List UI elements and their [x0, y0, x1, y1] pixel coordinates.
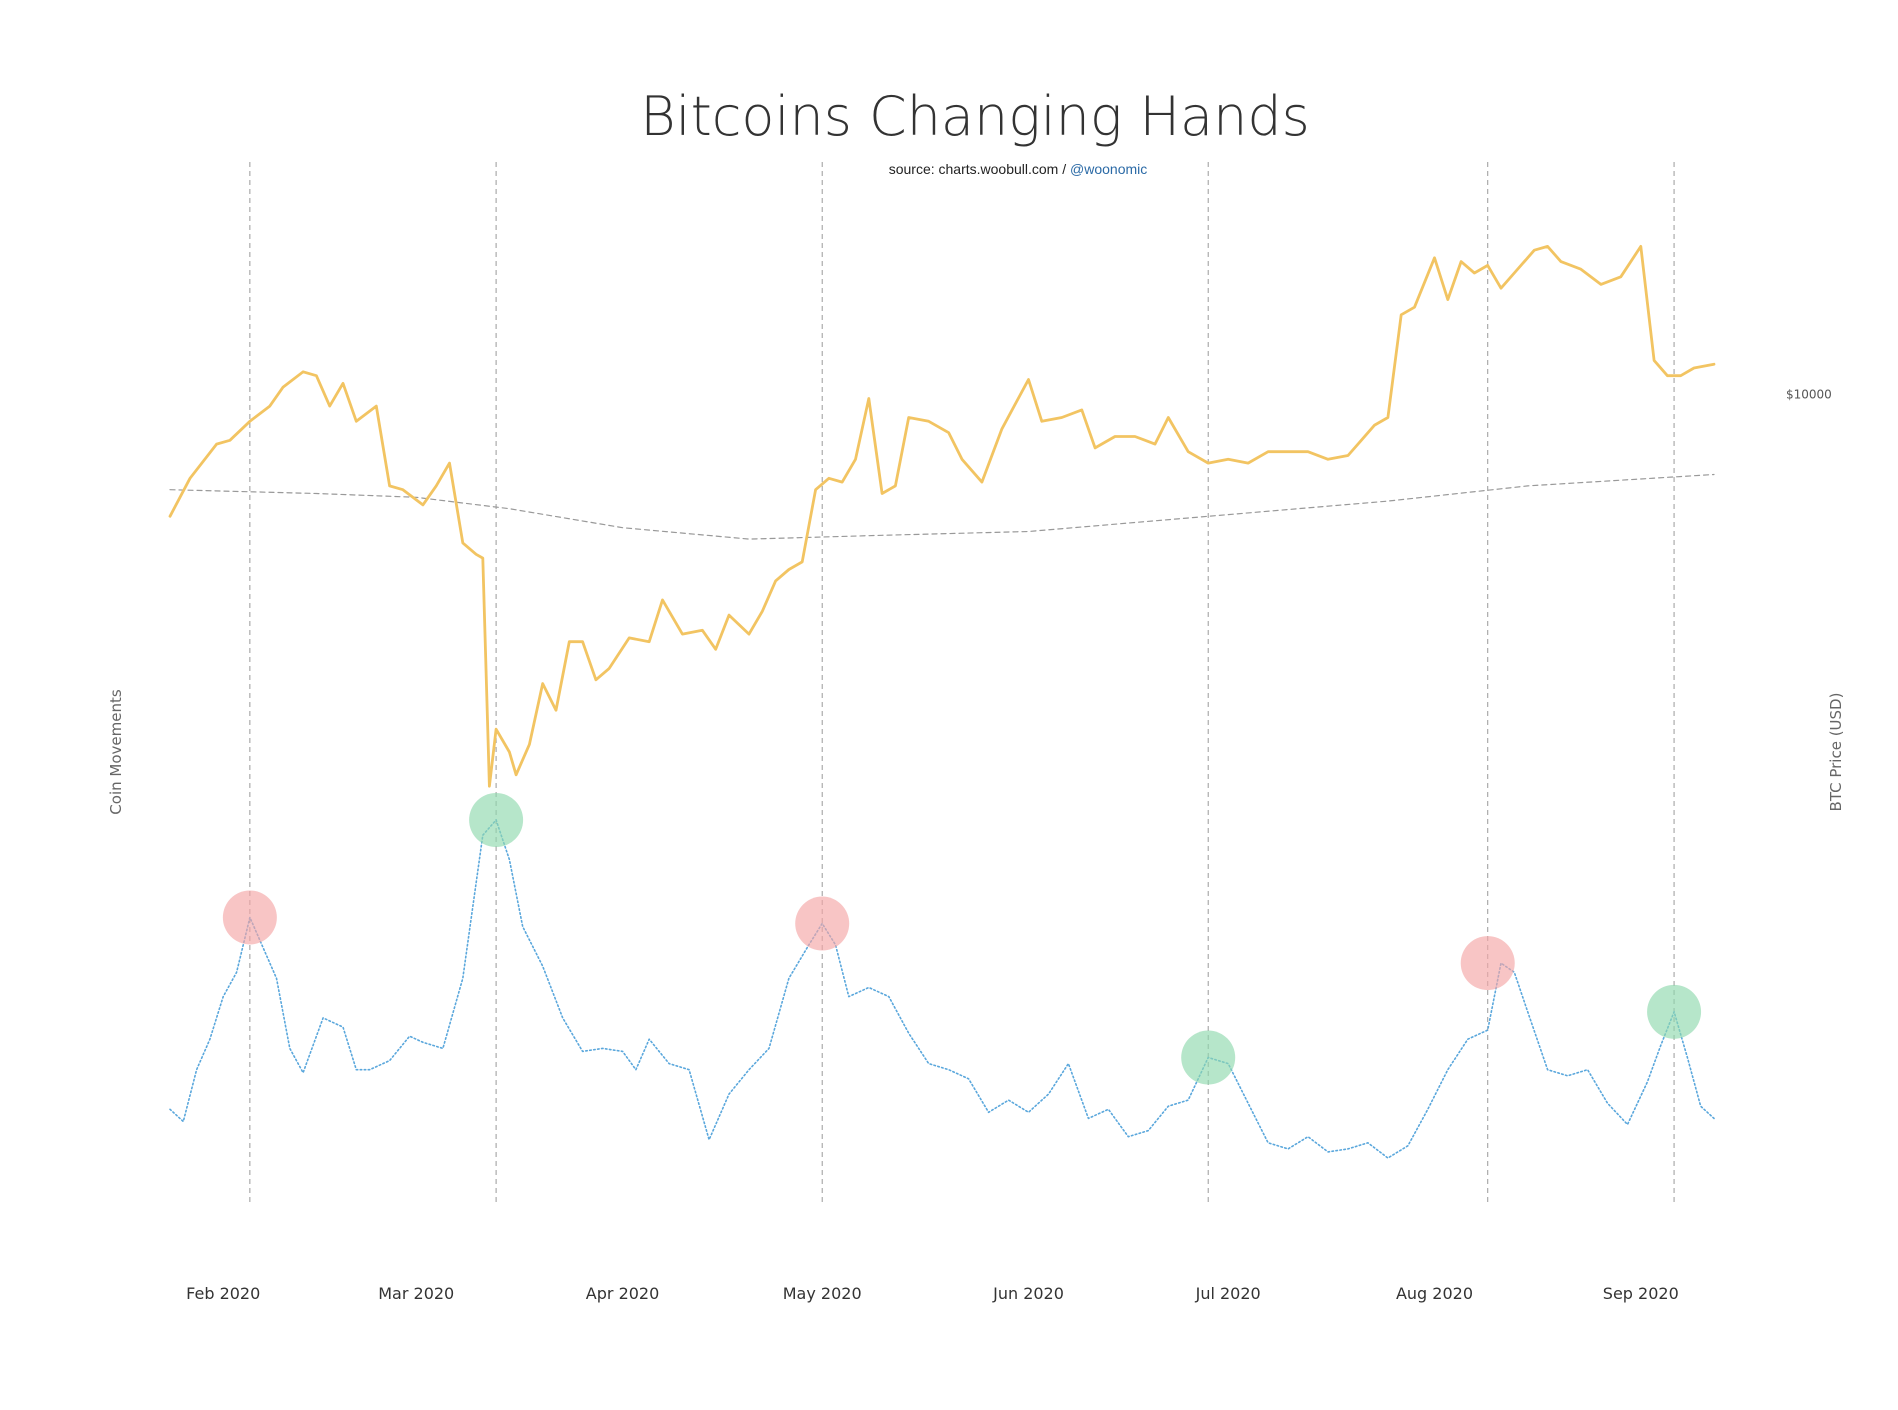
- annotation-circle: [1181, 1030, 1236, 1085]
- y-right-tick-label: $10000: [1786, 388, 1832, 402]
- moving-average-layer: [169, 473, 1715, 540]
- annotation-circles: [222, 793, 1702, 1085]
- chart-source: source: charts.woobull.com / @woonomic: [889, 161, 1148, 177]
- series-btc-price-line: [168, 245, 1716, 788]
- series-coin-movements-line: [169, 819, 1715, 1159]
- x-tick-label: Jul 2020: [1195, 1284, 1261, 1303]
- series-moving-average-line: [169, 473, 1715, 540]
- annotation-circle: [222, 890, 277, 945]
- coin-movements-layer: [169, 819, 1715, 1159]
- y-axis-left-title: Coin Movements: [107, 689, 125, 815]
- annotation-circle: [469, 793, 524, 847]
- price-layer: [168, 245, 1716, 788]
- y-axis-right-title: BTC Price (USD): [1827, 693, 1845, 812]
- annotation-circle: [1647, 984, 1702, 1039]
- annotation-circle: [795, 896, 850, 951]
- annotation-circle: [1460, 936, 1515, 991]
- x-tick-label: Jun 2020: [992, 1284, 1064, 1303]
- source-prefix: source: charts.woobull.com /: [889, 161, 1070, 177]
- x-tick-label: Apr 2020: [586, 1284, 659, 1303]
- x-tick-label: Aug 2020: [1396, 1284, 1473, 1303]
- x-tick-label: May 2020: [783, 1284, 862, 1303]
- x-tick-label: Mar 2020: [378, 1284, 454, 1303]
- x-axis-ticks: Feb 2020 Mar 2020 Apr 2020 May 2020 Jun 2020…: [186, 1284, 1679, 1303]
- chart-title: Bitcoins Changing Hands: [640, 85, 1310, 148]
- x-tick-label: Sep 2020: [1603, 1284, 1679, 1303]
- y-axis-right-ticks: $10000: [1786, 388, 1832, 402]
- source-handle-link[interactable]: @woonomic: [1070, 161, 1147, 177]
- vertical-gridlines: [249, 162, 1675, 1205]
- x-tick-label: Feb 2020: [186, 1284, 260, 1303]
